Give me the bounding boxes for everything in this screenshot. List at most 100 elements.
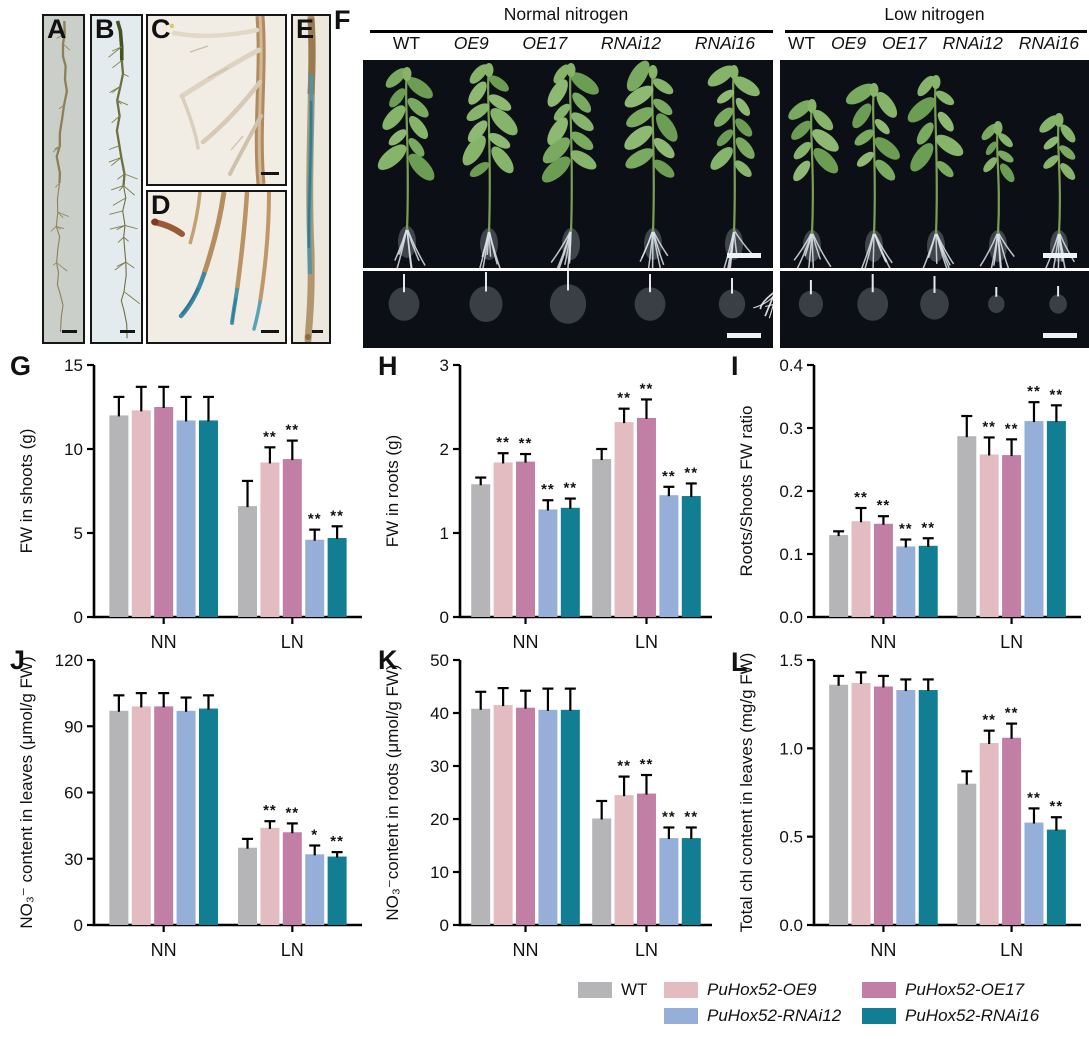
significance-stars: ** (684, 808, 698, 825)
y-axis-label: Roots/Shoots FW ratio (737, 405, 756, 576)
significance-stars: ** (854, 489, 868, 506)
significance-stars: ** (1050, 386, 1064, 403)
scale-bar (62, 329, 77, 333)
genotype-label: RNAi16 (1018, 33, 1080, 53)
bar (1002, 737, 1022, 925)
bar (957, 436, 977, 617)
panel-k-label: K (378, 645, 398, 675)
significance-stars: ** (684, 464, 698, 481)
panel-l-label: L (731, 647, 748, 677)
y-tick-label: 3 (440, 356, 449, 375)
legend-swatch (664, 1008, 698, 1024)
y-axis-label: FW in shoots (g) (17, 429, 36, 554)
y-tick-label: 0 (74, 916, 83, 935)
bar (979, 743, 999, 925)
legend-label: PuHox52-RNAi12 (707, 1006, 842, 1025)
bar (131, 410, 151, 617)
panel-e-label: E (296, 14, 315, 44)
y-axis-label: NO₃⁻content in roots (μmol/g FW) (383, 664, 402, 920)
chart-fw-shoots: 0 5 10 15 NN LN FW in shoots (g) ** ** ** ** (2, 350, 370, 662)
bar (154, 407, 174, 617)
y-tick-label: 2 (440, 440, 449, 459)
bar (681, 838, 701, 925)
bar (176, 420, 196, 617)
bar (1046, 829, 1066, 925)
chart-no3-leaves: 0 30 60 90 120 NN LN NO₃⁻ content in leaves (μm… (2, 645, 370, 970)
y-tick-label: 60 (64, 784, 83, 803)
legend-item: PuHox52-OE17 (862, 980, 1024, 1000)
y-tick-label: 10 (430, 863, 449, 882)
chart-no3-roots: 0 10 20 30 40 50 NN LN NO₃⁻content in roots (μmo… (368, 645, 720, 970)
bar (918, 545, 938, 617)
x-category-label: NN (513, 940, 539, 960)
chart-svg: 0.0 0.5 1.0 1.5 NN LN Total chl content in lea… (737, 651, 1081, 960)
legend-label: PuHox52-RNAi16 (905, 1006, 1040, 1025)
x-category-label: LN (635, 940, 658, 960)
bar (829, 684, 849, 925)
bar (305, 539, 325, 617)
bar (681, 496, 701, 617)
bar (238, 506, 258, 617)
bar (592, 459, 612, 617)
bar (1002, 455, 1022, 617)
y-tick-label: 0.0 (779, 608, 803, 627)
genotype-label: OE17 (522, 33, 568, 53)
bar (260, 827, 280, 925)
significance-stars: ** (285, 422, 299, 439)
x-category-label: NN (151, 940, 177, 960)
bar (873, 686, 893, 925)
chart-fw-roots: 0 1 2 3 NN LN FW in roots (g) ** ** ** ** ** ** ** ** (368, 350, 720, 662)
y-tick-label: 0.0 (779, 916, 803, 935)
genotype-label: RNAi12 (942, 33, 1003, 53)
significance-stars: ** (308, 511, 322, 528)
legend-item: WT (578, 980, 647, 1000)
y-tick-label: 10 (64, 440, 83, 459)
significance-stars: ** (541, 481, 555, 498)
bar (131, 706, 151, 925)
y-tick-label: 40 (430, 704, 449, 723)
legend-swatch (578, 982, 612, 998)
bar (829, 535, 849, 617)
bar (327, 856, 347, 925)
x-category-label: LN (635, 632, 658, 652)
chart-chl-leaves: 0.0 0.5 1.0 1.5 NN LN Total chl content in lea… (722, 645, 1089, 970)
x-category-label: NN (870, 632, 896, 652)
scale-bar (1043, 333, 1077, 338)
significance-stars: ** (263, 428, 277, 445)
bar (1024, 822, 1044, 925)
chart-svg: 0 1 2 3 NN LN FW in roots (g) ** ** ** ** ** ** ** ** (383, 356, 712, 652)
significance-stars: ** (1027, 789, 1041, 806)
bar (327, 538, 347, 617)
y-tick-label: 0.5 (779, 828, 803, 847)
y-tick-label: 30 (64, 850, 83, 869)
bar (238, 847, 258, 925)
scale-bar (312, 329, 323, 333)
genotype-label: WT (392, 33, 421, 53)
significance-stars: ** (982, 418, 996, 435)
roots-photo-low (780, 271, 1089, 348)
scale-bar (727, 253, 761, 258)
significance-stars: ** (899, 521, 913, 538)
bar (614, 422, 634, 617)
bar (260, 462, 280, 617)
bar (198, 708, 218, 925)
x-category-label: LN (1000, 632, 1023, 652)
bar (896, 546, 916, 617)
y-tick-label: 120 (55, 651, 83, 670)
genotype-label: RNAi16 (694, 33, 756, 53)
panel-f-label: F (334, 5, 351, 35)
bar (176, 710, 196, 925)
chart-svg: 0 5 10 15 NN LN FW in shoots (g) ** ** ** ** (17, 356, 362, 652)
y-tick-label: 0.1 (779, 545, 803, 564)
bar (538, 709, 558, 925)
bar (516, 707, 536, 925)
roots-drawing (798, 274, 1067, 321)
chart-svg: 0 10 20 30 40 50 NN LN NO₃⁻content in roots (μmo… (383, 651, 712, 960)
significance-stars: ** (982, 712, 996, 729)
panel-d-label: D (151, 190, 171, 220)
significance-stars: ** (263, 802, 277, 819)
significance-stars: ** (640, 380, 654, 397)
plants-drawing (788, 75, 1076, 268)
plants-photo-low (780, 60, 1089, 268)
